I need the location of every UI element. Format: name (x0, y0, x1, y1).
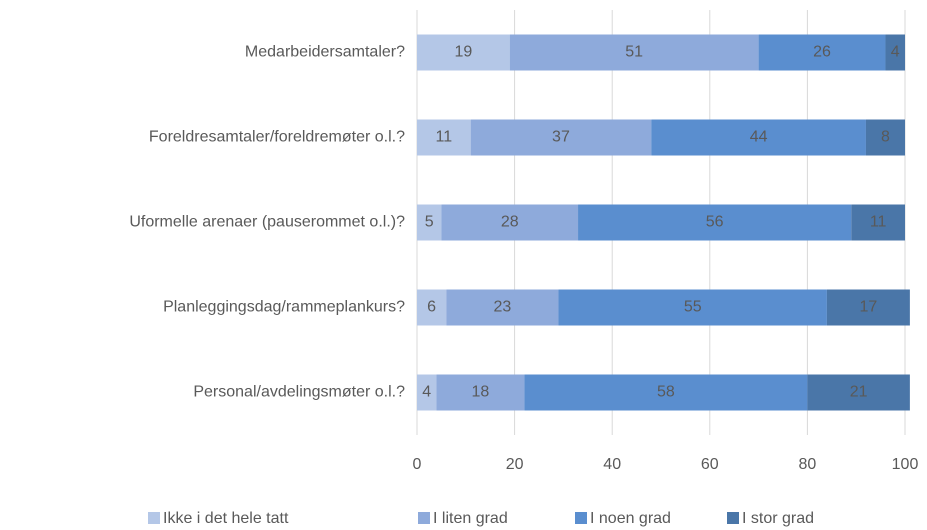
data-label: 11 (870, 214, 887, 231)
legend-label: I liten grad (433, 510, 508, 527)
data-label: 6 (427, 299, 436, 316)
bar-segment (509, 34, 759, 71)
bar-segment (885, 34, 905, 71)
y-tick-label: Foreldresamtaler/foreldremøter o.l.? (149, 129, 405, 146)
bar-segment (651, 119, 866, 156)
y-tick-label: Medarbeidersamtaler? (245, 44, 405, 61)
bar-segment (524, 374, 808, 411)
data-label: 21 (850, 384, 868, 401)
x-tick-label: 80 (799, 456, 817, 473)
bar-segment (417, 204, 442, 241)
data-label: 18 (472, 384, 490, 401)
data-label: 26 (813, 44, 831, 61)
bar-segment (417, 119, 471, 156)
data-label: 58 (657, 384, 675, 401)
legend-label: Ikke i det hele tatt (163, 510, 289, 527)
legend-label: I noen grad (590, 510, 671, 527)
bar-segment (851, 204, 905, 241)
legend-swatch (575, 512, 587, 524)
data-label: 17 (860, 299, 878, 316)
legend-label: I stor grad (742, 510, 814, 527)
bar-segment (758, 34, 886, 71)
bar-segment (578, 204, 852, 241)
data-label: 8 (881, 129, 890, 146)
bar-segment (436, 374, 525, 411)
data-label: 56 (706, 214, 724, 231)
data-label: 4 (891, 44, 900, 61)
x-tick-label: 20 (506, 456, 524, 473)
x-tick-label: 40 (603, 456, 621, 473)
y-tick-label: Planleggingsdag/rammeplankurs? (163, 299, 405, 316)
data-label: 19 (454, 44, 472, 61)
bar-segment (446, 289, 559, 326)
data-label: 5 (425, 214, 434, 231)
bar-segment (417, 374, 437, 411)
data-label: 11 (436, 129, 453, 146)
y-tick-label: Personal/avdelingsmøter o.l.? (193, 384, 405, 401)
x-tick-label: 60 (701, 456, 719, 473)
data-label: 28 (501, 214, 519, 231)
data-label: 37 (552, 129, 570, 146)
x-tick-label: 0 (413, 456, 422, 473)
data-label: 51 (625, 44, 643, 61)
data-label: 44 (750, 129, 768, 146)
legend-swatch (727, 512, 739, 524)
bar-segment (470, 119, 652, 156)
bar-segment (441, 204, 579, 241)
bar-segment (417, 289, 447, 326)
legend-swatch (148, 512, 160, 524)
bar-segment (807, 374, 910, 411)
bar-segment (417, 34, 510, 71)
bar-segment (826, 289, 910, 326)
bar-segment (558, 289, 827, 326)
legend-swatch (418, 512, 430, 524)
y-tick-label: Uformelle arenaer (pauserommet o.l.)? (129, 214, 405, 231)
data-label: 4 (422, 384, 431, 401)
bar-segment (865, 119, 905, 156)
data-label: 55 (684, 299, 702, 316)
x-tick-label: 100 (892, 456, 919, 473)
data-label: 23 (494, 299, 512, 316)
